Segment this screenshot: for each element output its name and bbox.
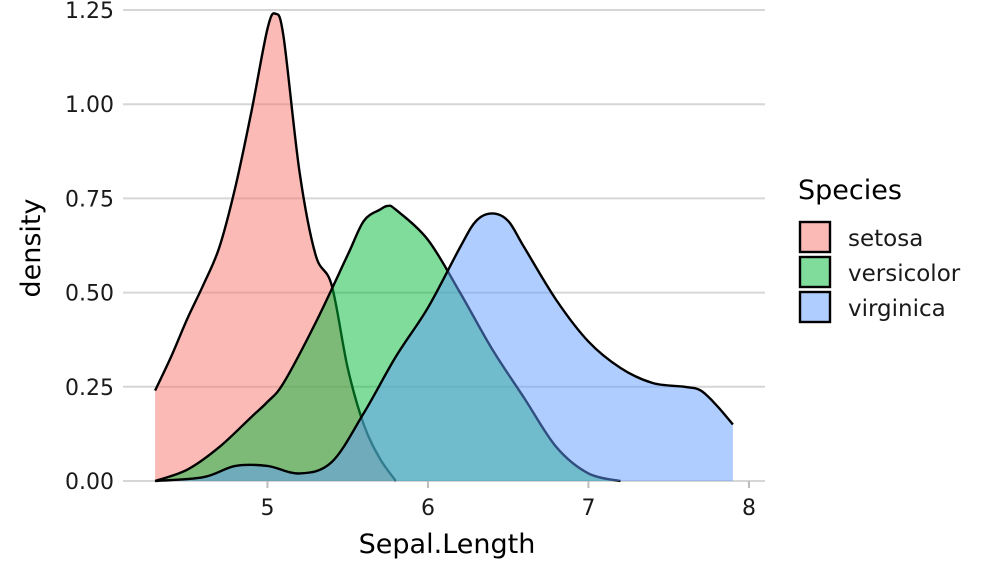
x-axis-title: Sepal.Length <box>359 529 536 560</box>
density-line-virginica <box>155 212 734 483</box>
legend-label-virginica: virginica <box>848 296 946 322</box>
x-tick-label: 7 <box>581 496 595 521</box>
density-series <box>154 12 734 483</box>
y-tick-label: 1.25 <box>65 0 114 24</box>
x-tick-label: 8 <box>742 496 756 521</box>
axes: 0.00 0.25 0.50 0.75 1.00 1.25 5 6 7 8 <box>65 0 756 521</box>
y-tick-label: 0.50 <box>65 282 114 307</box>
x-tick-label: 5 <box>260 496 274 521</box>
legend: Species setosa versicolor virginica <box>798 175 961 324</box>
legend-label-setosa: setosa <box>848 226 923 252</box>
y-tick-label: 1.00 <box>65 93 114 118</box>
legend-key-virginica <box>798 290 832 324</box>
y-tick-label: 0.75 <box>65 187 114 212</box>
y-tick-label: 0.25 <box>65 376 114 401</box>
x-tick-label: 6 <box>421 496 435 521</box>
y-axis-title: density <box>16 198 47 297</box>
legend-label-versicolor: versicolor <box>848 261 961 287</box>
density-area-virginica <box>155 213 733 482</box>
legend-key-setosa <box>798 220 832 254</box>
legend-key-versicolor <box>798 255 832 289</box>
legend-title: Species <box>798 175 902 206</box>
y-tick-label: 0.00 <box>65 470 114 495</box>
